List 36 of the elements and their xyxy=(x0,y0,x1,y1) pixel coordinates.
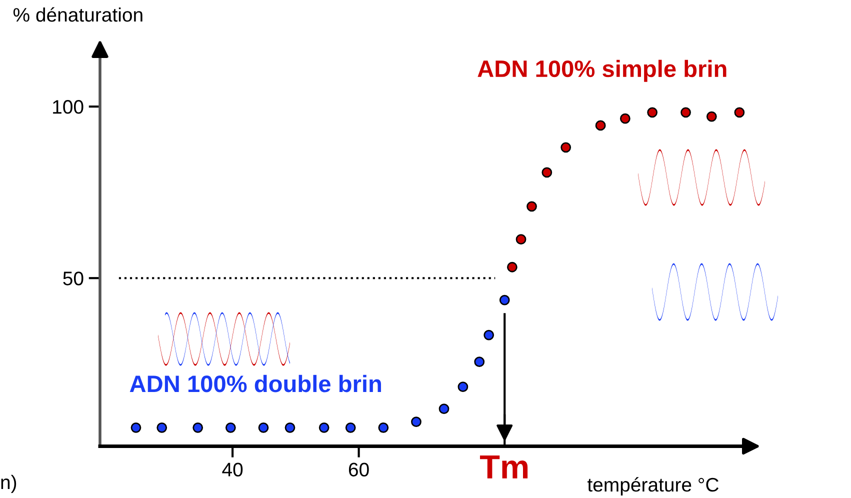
y-axis-title: % dénaturation xyxy=(13,7,142,22)
point xyxy=(130,422,142,433)
point xyxy=(438,404,450,414)
point xyxy=(499,294,510,306)
point xyxy=(411,416,422,428)
point xyxy=(484,330,494,340)
point xyxy=(156,422,168,433)
point xyxy=(474,356,485,368)
point xyxy=(378,422,389,433)
x-tick-label: 60 xyxy=(348,462,369,476)
point xyxy=(560,142,572,153)
point xyxy=(647,107,658,118)
point xyxy=(345,422,356,433)
point xyxy=(680,107,691,118)
point xyxy=(225,422,236,433)
ref-line-label: Tm xyxy=(480,455,528,478)
point xyxy=(526,201,537,212)
point xyxy=(620,113,630,124)
point xyxy=(706,111,717,122)
point xyxy=(192,422,204,433)
point xyxy=(734,107,745,118)
point xyxy=(318,422,330,433)
point xyxy=(258,422,269,433)
point xyxy=(506,262,518,272)
series-label: ADN 100% double brin xyxy=(130,374,381,392)
point xyxy=(458,382,468,392)
text: n) xyxy=(1,474,16,494)
point xyxy=(516,234,526,245)
y-tick-label: 100 xyxy=(53,100,84,114)
y-tick-label: 50 xyxy=(63,272,84,286)
series-label: ADN 100% simple brin xyxy=(478,60,726,82)
x-axis-title: température °C xyxy=(587,477,719,496)
point xyxy=(542,167,552,178)
point xyxy=(284,422,296,433)
point xyxy=(595,120,606,131)
x-tick-label: 40 xyxy=(222,462,243,476)
